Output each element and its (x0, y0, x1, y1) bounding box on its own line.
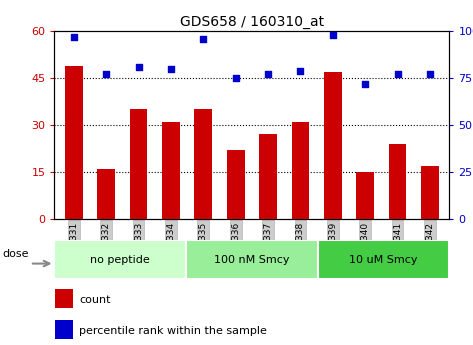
Point (103, 71, 110, 77)
Text: no peptide: no peptide (90, 255, 150, 265)
Point (135, 64, 142, 70)
Text: dose: dose (3, 249, 29, 259)
Point (329, 32, 337, 38)
Point (426, 71, 434, 77)
Bar (55, 320, 73, 339)
Point (297, 68, 304, 73)
Point (200, 36, 207, 41)
Bar (54, 240, 186, 279)
Bar (55, 289, 73, 308)
Bar (389, 144, 406, 219)
Text: 100 nM Smcy: 100 nM Smcy (214, 255, 289, 265)
Point (264, 71, 272, 77)
Bar (97, 169, 115, 219)
Bar (318, 240, 449, 279)
Bar (356, 172, 374, 219)
Text: percentile rank within the sample: percentile rank within the sample (79, 326, 267, 336)
Bar (227, 150, 245, 219)
Title: GDS658 / 160310_at: GDS658 / 160310_at (180, 14, 324, 29)
Bar (186, 240, 318, 279)
Bar (65, 66, 83, 219)
Text: count: count (79, 295, 111, 305)
Point (167, 66, 175, 71)
Point (361, 81, 369, 87)
Text: 10 uM Smcy: 10 uM Smcy (349, 255, 418, 265)
Bar (130, 109, 148, 219)
Bar (421, 166, 439, 219)
Point (232, 75, 239, 81)
Bar (259, 135, 277, 219)
Bar (162, 122, 180, 219)
Bar (324, 72, 342, 219)
Bar (291, 122, 309, 219)
Point (70, 34, 78, 39)
Bar (194, 109, 212, 219)
Point (394, 71, 401, 77)
